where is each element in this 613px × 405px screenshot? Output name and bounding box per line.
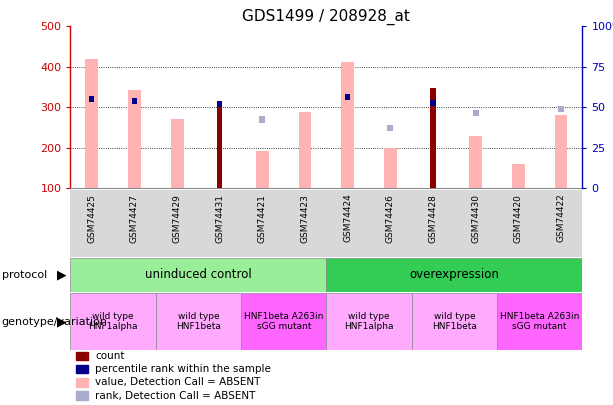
Bar [70,190,113,257]
Text: wild type
HNF1beta: wild type HNF1beta [432,312,477,331]
Text: wild type
HNF1alpha: wild type HNF1alpha [88,312,138,331]
Bar [241,293,327,350]
Bar [512,164,525,188]
Bar [412,190,454,257]
Text: GSM74427: GSM74427 [130,194,139,243]
Bar [454,190,497,257]
Text: HNF1beta A263in
sGG mutant: HNF1beta A263in sGG mutant [500,312,579,331]
Bar [430,100,436,107]
Text: GSM74423: GSM74423 [300,194,310,243]
Bar [345,94,350,100]
Bar [259,117,265,122]
Bar [327,190,369,257]
Text: overexpression: overexpression [409,269,500,281]
Bar [199,190,241,257]
Bar [387,126,394,131]
Bar [70,258,327,292]
Bar [156,293,241,350]
Text: percentile rank within the sample: percentile rank within the sample [95,364,271,374]
Text: GSM74422: GSM74422 [557,194,566,243]
Bar [256,151,269,188]
Text: GSM74424: GSM74424 [343,194,352,243]
Text: wild type
HNF1alpha: wild type HNF1alpha [345,312,394,331]
Text: ▶: ▶ [57,269,67,282]
Bar [217,104,223,188]
Bar [75,391,88,400]
Bar [70,293,156,350]
Bar [171,119,183,188]
Bar [327,258,582,292]
Bar [85,59,98,188]
Text: count: count [95,351,124,361]
Bar [470,136,482,188]
Bar [497,190,539,257]
Text: protocol: protocol [2,271,47,280]
Text: HNF1beta A263in
sGG mutant: HNF1beta A263in sGG mutant [244,312,324,331]
Text: rank, Detection Call = ABSENT: rank, Detection Call = ABSENT [95,390,256,401]
Text: GSM74421: GSM74421 [258,194,267,243]
Bar [75,365,88,373]
Bar [132,98,137,104]
Bar [341,62,354,188]
Bar [156,190,199,257]
Bar [89,96,94,102]
Text: ▶: ▶ [57,315,67,328]
Bar [299,112,311,188]
Text: GSM74420: GSM74420 [514,194,523,243]
Bar [384,148,397,188]
Bar [430,88,436,188]
Bar [217,101,223,107]
Bar [327,293,412,350]
Text: GSM74425: GSM74425 [87,194,96,243]
Bar [497,293,582,350]
Bar [558,107,564,112]
Text: uninduced control: uninduced control [145,269,252,281]
Bar [284,190,327,257]
Bar [555,115,568,188]
Text: GSM74426: GSM74426 [386,194,395,243]
Text: value, Detection Call = ABSENT: value, Detection Call = ABSENT [95,377,261,387]
Title: GDS1499 / 208928_at: GDS1499 / 208928_at [243,9,410,25]
Bar [75,352,88,360]
Text: GSM74428: GSM74428 [428,194,438,243]
Bar [369,190,412,257]
Text: GSM74429: GSM74429 [173,194,181,243]
Text: GSM74430: GSM74430 [471,194,480,243]
Text: genotype/variation: genotype/variation [2,317,108,327]
Bar [75,378,88,386]
Bar [241,190,284,257]
Bar [412,293,497,350]
Bar [128,90,141,188]
Bar [473,111,479,117]
Text: wild type
HNF1beta: wild type HNF1beta [176,312,221,331]
Bar [539,190,582,257]
Text: GSM74431: GSM74431 [215,194,224,243]
Bar [113,190,156,257]
